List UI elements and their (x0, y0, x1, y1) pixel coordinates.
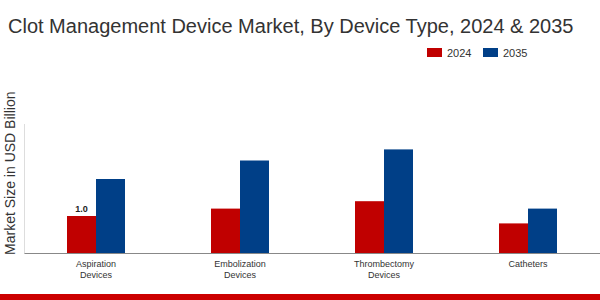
x-tick: Catheters (508, 259, 548, 269)
data-labels: 1.0 (75, 204, 88, 214)
background (0, 0, 600, 300)
chart: Clot Management Device Market, By Device… (0, 0, 600, 300)
y-axis-title: Market Size in USD Billion (2, 92, 18, 255)
x-tick-label-line: Catheters (508, 259, 548, 269)
legend-label: 2035 (503, 47, 527, 59)
x-axis-line (25, 253, 600, 254)
bar (211, 209, 240, 253)
bar (528, 209, 557, 253)
x-tick-label-line: Devices (80, 270, 113, 280)
bar (96, 179, 125, 253)
footer-strip (0, 294, 600, 300)
x-tick: AspirationDevices (76, 259, 116, 279)
x-tick-label-line: Embolization (214, 259, 266, 269)
legend: 2024 2035 (427, 47, 527, 59)
data-label: 1.0 (75, 204, 88, 214)
x-tick-label-line: Devices (224, 270, 257, 280)
legend-swatch (427, 48, 442, 57)
x-axis: AspirationDevicesEmbolizationDevicesThro… (25, 254, 600, 280)
x-tick-label-line: Thrombectomy (354, 259, 415, 269)
bar (240, 161, 269, 254)
y-axis (24, 124, 25, 254)
x-tick-label-line: Aspiration (76, 259, 116, 269)
x-tick-label: AspirationDevices (76, 259, 116, 279)
legend-swatch (483, 48, 498, 57)
bar (355, 201, 384, 253)
bar (67, 216, 96, 253)
legend-label: 2024 (447, 47, 471, 59)
x-tick: ThrombectomyDevices (354, 259, 415, 279)
x-tick-label: ThrombectomyDevices (354, 259, 415, 279)
x-tick: EmbolizationDevices (214, 259, 266, 279)
bar (499, 223, 528, 253)
x-tick-label-line: Devices (368, 270, 401, 280)
x-tick-label: Catheters (508, 259, 548, 269)
bars (67, 149, 557, 253)
title: Clot Management Device Market, By Device… (8, 15, 573, 37)
y-axis-line (24, 124, 25, 254)
x-tick-label: EmbolizationDevices (214, 259, 266, 279)
bar (384, 149, 413, 253)
